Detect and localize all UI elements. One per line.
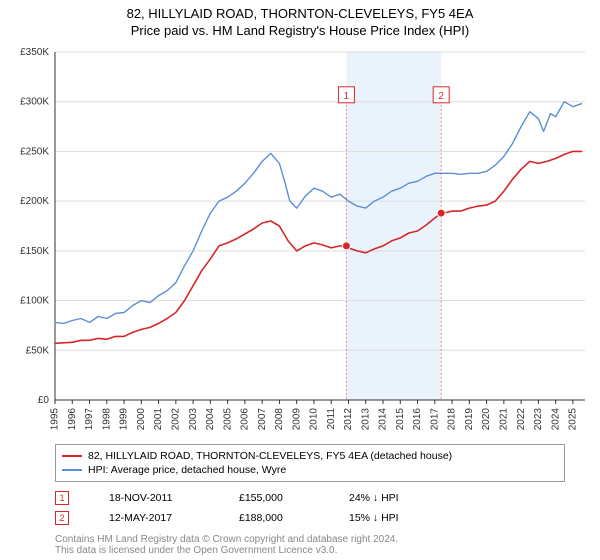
chart-area: £0 £50K £100K £150K £200K £250K £300K £350K 1995…	[0, 40, 600, 440]
title-line-2: Price paid vs. HM Land Registry's House …	[0, 23, 600, 40]
svg-text:2001: 2001	[153, 407, 164, 430]
svg-text:2013: 2013	[360, 407, 371, 430]
svg-text:2019: 2019	[464, 407, 475, 430]
svg-text:£250K: £250K	[20, 146, 49, 157]
marker-diff-2: 15% ↓ HPI	[349, 512, 439, 524]
svg-text:£200K: £200K	[20, 196, 49, 207]
svg-text:1996: 1996	[67, 407, 78, 430]
svg-text:2004: 2004	[205, 407, 216, 430]
svg-text:2002: 2002	[170, 407, 181, 430]
chart-container: 82, HILLYLAID ROAD, THORNTON-CLEVELEYS, …	[0, 0, 600, 560]
marker-row-1: 1 18-NOV-2011 £155,000 24% ↓ HPI	[55, 488, 565, 508]
svg-text:£300K: £300K	[20, 96, 49, 107]
svg-text:2021: 2021	[499, 407, 510, 430]
svg-text:2022: 2022	[516, 407, 527, 430]
svg-text:£150K: £150K	[20, 246, 49, 257]
legend-label-2: HPI: Average price, detached house, Wyre	[88, 464, 286, 476]
svg-text:2015: 2015	[395, 407, 406, 430]
svg-text:2008: 2008	[274, 407, 285, 430]
svg-text:2018: 2018	[447, 407, 458, 430]
marker-date-2: 12-MAY-2017	[109, 512, 199, 524]
marker-diff-1: 24% ↓ HPI	[349, 492, 439, 504]
legend-swatch-1	[62, 455, 82, 457]
svg-text:£350K: £350K	[20, 47, 49, 58]
svg-text:2024: 2024	[550, 407, 561, 430]
svg-text:1997: 1997	[84, 407, 95, 430]
marker-price-2: £188,000	[239, 512, 309, 524]
svg-text:2010: 2010	[309, 407, 320, 430]
svg-text:2006: 2006	[240, 407, 251, 430]
svg-text:2005: 2005	[222, 407, 233, 430]
svg-text:£50K: £50K	[26, 345, 50, 356]
svg-text:2007: 2007	[257, 407, 268, 430]
chart-title: 82, HILLYLAID ROAD, THORNTON-CLEVELEYS, …	[0, 0, 600, 40]
svg-text:2023: 2023	[533, 407, 544, 430]
footer-line-2: This data is licensed under the Open Gov…	[55, 545, 565, 556]
legend-swatch-2	[62, 469, 82, 471]
svg-text:2025: 2025	[568, 407, 579, 430]
legend-label-1: 82, HILLYLAID ROAD, THORNTON-CLEVELEYS, …	[88, 450, 452, 462]
line-chart-svg: £0 £50K £100K £150K £200K £250K £300K £350K 1995…	[0, 40, 600, 440]
svg-text:2016: 2016	[412, 407, 423, 430]
svg-text:2009: 2009	[291, 407, 302, 430]
svg-text:2017: 2017	[429, 407, 440, 430]
marker-price-1: £155,000	[239, 492, 309, 504]
svg-text:£100K: £100K	[20, 295, 49, 306]
marker-row-2: 2 12-MAY-2017 £188,000 15% ↓ HPI	[55, 508, 565, 528]
svg-text:1995: 1995	[50, 407, 61, 430]
svg-text:1: 1	[344, 91, 350, 102]
marker-date-1: 18-NOV-2011	[109, 492, 199, 504]
svg-text:2014: 2014	[378, 407, 389, 430]
marker-badge-2: 2	[55, 511, 69, 525]
footer-attribution: Contains HM Land Registry data © Crown c…	[55, 534, 565, 556]
legend-item-2: HPI: Average price, detached house, Wyre	[62, 463, 558, 477]
svg-text:1999: 1999	[119, 407, 130, 430]
svg-text:2011: 2011	[326, 407, 337, 429]
svg-text:2: 2	[438, 91, 444, 102]
markers-table: 1 18-NOV-2011 £155,000 24% ↓ HPI 2 12-MA…	[55, 488, 565, 528]
footer-line-1: Contains HM Land Registry data © Crown c…	[55, 534, 565, 545]
legend: 82, HILLYLAID ROAD, THORNTON-CLEVELEYS, …	[55, 444, 565, 482]
svg-text:2020: 2020	[481, 407, 492, 430]
svg-text:£0: £0	[38, 395, 50, 406]
svg-text:1998: 1998	[101, 407, 112, 430]
svg-text:2012: 2012	[343, 407, 354, 430]
legend-item-1: 82, HILLYLAID ROAD, THORNTON-CLEVELEYS, …	[62, 449, 558, 463]
title-line-1: 82, HILLYLAID ROAD, THORNTON-CLEVELEYS, …	[0, 6, 600, 23]
svg-text:2003: 2003	[188, 407, 199, 430]
svg-text:2000: 2000	[136, 407, 147, 430]
marker-badge-1: 1	[55, 491, 69, 505]
